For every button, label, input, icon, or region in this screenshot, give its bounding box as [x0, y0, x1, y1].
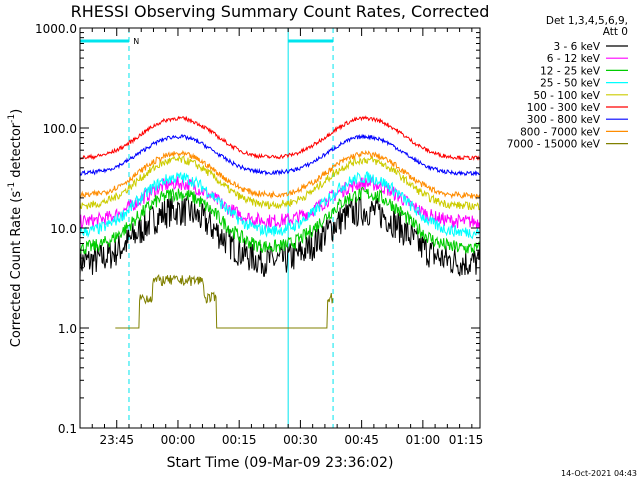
legend-header-line-1: Att 0: [603, 26, 628, 38]
series-line-7: [80, 149, 480, 200]
x-tick-label-5: 01:00: [406, 433, 441, 447]
series-line-2: [80, 187, 480, 255]
legend-label-0: 3 - 6 keV: [553, 41, 600, 53]
series-line-6: [80, 133, 480, 177]
series-line-4: [80, 155, 480, 211]
x-tick-label-4: 00:45: [344, 433, 379, 447]
axes: 23:45 00:00 00:15 00:30 00:45 01:00 01:15 1000.…: [35, 22, 483, 447]
y-tick-label-4: 0.1: [58, 422, 77, 436]
legend-label-8: 7000 - 15000 keV: [507, 139, 601, 151]
x-tick-label-2: 00:15: [222, 433, 257, 447]
series-line-8: [115, 273, 334, 329]
x-tick-label-3: 00:30: [283, 433, 318, 447]
legend-label-2: 12 - 25 keV: [540, 65, 601, 77]
y-tick-label-1: 100.0: [43, 122, 77, 136]
legend-label-1: 6 - 12 keV: [547, 53, 601, 65]
y-tick-label-3: 1.0: [58, 322, 77, 336]
generation-timestamp: 14-Oct-2021 04:43: [561, 469, 637, 478]
series-line-3: [80, 171, 480, 240]
y-axis-label: Corrected Count Rate (s-1 detector-1): [7, 109, 24, 347]
legend-label-7: 800 - 7000 keV: [520, 126, 601, 138]
legend-label-4: 50 - 100 keV: [533, 90, 600, 102]
chart-title: RHESSI Observing Summary Count Rates, Co…: [71, 2, 490, 21]
legend-header-line-0: Det 1,3,4,5,6,9,: [546, 15, 628, 27]
x-tick-label-0: 23:45: [99, 433, 134, 447]
x-axis-label: Start Time (09-Mar-09 23:36:02): [167, 455, 394, 471]
flag-label-0: N: [133, 37, 139, 46]
series-line-5: [80, 115, 480, 161]
plot-area: N: [80, 28, 480, 428]
y-tick-label-0: 1000.0: [35, 22, 77, 36]
series-line-0: [80, 194, 480, 279]
legend-label-3: 25 - 50 keV: [540, 78, 601, 90]
y-tick-label-2: 10.0: [50, 222, 77, 236]
legend-label-6: 300 - 800 keV: [527, 114, 601, 126]
x-tick-label-6: 01:15: [449, 433, 484, 447]
x-tick-label-1: 00:00: [161, 433, 196, 447]
legend-label-5: 100 - 300 keV: [527, 102, 601, 114]
